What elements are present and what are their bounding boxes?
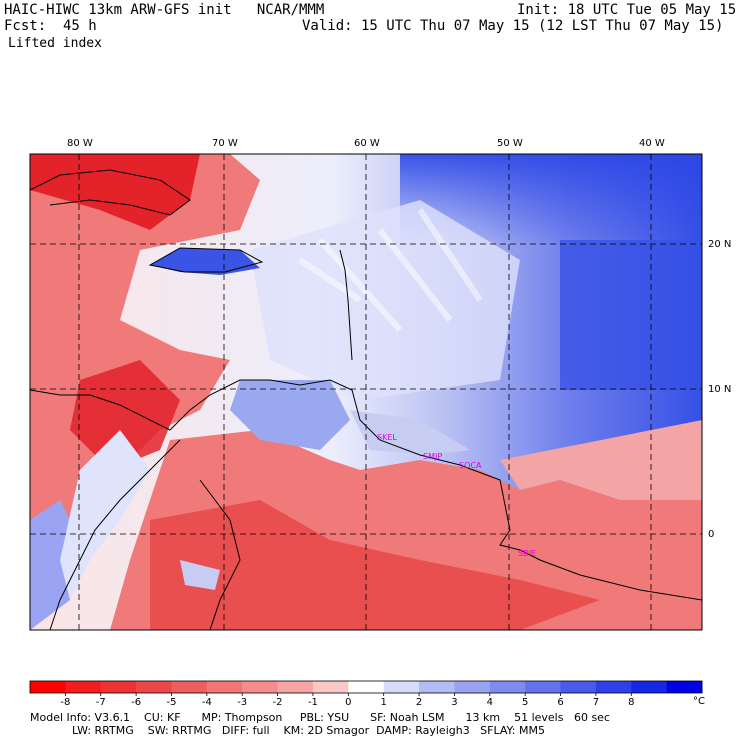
colorbar: -8 -7 -6 -5 -4 -3 -2 -1 0 1 2 3 4 5 6 7 8 xyxy=(29,680,703,708)
lon-label-70w: 70 W xyxy=(212,138,238,149)
colorbar-swatch xyxy=(30,681,66,693)
init-time: Init: 18 UTC Tue 05 May 15 xyxy=(517,2,737,18)
colorbar-tick-label: 5 xyxy=(522,697,528,708)
colorbar-swatch xyxy=(666,681,703,693)
map-frame xyxy=(29,153,703,631)
lon-label-50w: 50 W xyxy=(497,138,523,149)
lon-label-40w: 40 W xyxy=(639,138,665,149)
colorbar-tick-label: -7 xyxy=(96,697,106,708)
station-skel: SKEL xyxy=(377,433,397,442)
field-name: Lifted index xyxy=(8,36,102,51)
colorbar-swatch xyxy=(277,681,314,693)
colorbar-swatch xyxy=(489,681,526,693)
colorbar-swatch xyxy=(65,681,102,693)
colorbar-tick-label: 6 xyxy=(557,697,563,708)
colorbar-swatch xyxy=(206,681,243,693)
colorbar-tick-label: -6 xyxy=(131,697,141,708)
station-smjp: SMJP xyxy=(423,452,442,461)
lat-label-10n: 10 N xyxy=(708,384,731,395)
graticule xyxy=(30,154,702,630)
colorbar-tick-label: -4 xyxy=(202,697,212,708)
colorbar-swatch xyxy=(383,681,420,693)
colorbar-swatch xyxy=(136,681,172,693)
colorbar-tick-label: 8 xyxy=(628,697,634,708)
model-title: HAIC-HIWC 13km ARW-GFS init NCAR/MMM xyxy=(4,2,325,18)
colorbar-swatch xyxy=(560,681,597,693)
colorbar-tick-label: -1 xyxy=(308,697,318,708)
colorbar-tick-label: 1 xyxy=(380,697,386,708)
colorbar-tick-label: 3 xyxy=(451,697,457,708)
lon-label-80w: 80 W xyxy=(67,138,93,149)
valid-time: Valid: 15 UTC Thu 07 May 15 (12 LST Thu … xyxy=(302,18,724,34)
colorbar-frame xyxy=(29,680,703,694)
map-fill xyxy=(30,154,702,630)
colorbar-tick-label: -8 xyxy=(60,697,70,708)
colorbar-tick-label: -2 xyxy=(273,697,283,708)
colorbar-swatch xyxy=(525,681,562,693)
model-info-line1: Model Info: V3.6.1 CU: KF MP: Thompson P… xyxy=(30,711,610,724)
colorbar-tick-label: 7 xyxy=(593,697,599,708)
lon-label-60w: 60 W xyxy=(354,138,380,149)
model-info-line2: LW: RRTMG SW: RRTMG DIFF: full KM: 2D Sm… xyxy=(72,724,545,737)
colorbar-swatch xyxy=(242,681,279,693)
colorbar-tick-label: -5 xyxy=(166,697,176,708)
colorbar-swatch xyxy=(454,681,491,693)
colorbar-tick-label: -3 xyxy=(237,697,247,708)
colorbar-swatch xyxy=(312,681,349,693)
colorbar-swatch xyxy=(419,681,455,693)
coastlines xyxy=(30,169,702,630)
colorbar-swatch xyxy=(631,681,668,693)
station-sbie: SBIE xyxy=(518,549,536,558)
colorbar-swatch xyxy=(348,681,385,693)
colorbar-tick-label: 0 xyxy=(345,697,351,708)
forecast-hour: Fcst: 45 h xyxy=(4,18,97,34)
colorbar-tick-label: 4 xyxy=(487,697,493,708)
colorbar-tick-label: 2 xyxy=(416,697,422,708)
colorbar-unit: °C xyxy=(693,696,705,707)
lat-label-20n: 20 N xyxy=(708,239,731,250)
colorbar-swatch xyxy=(100,681,137,693)
colorbar-swatch xyxy=(595,681,632,693)
colorbar-swatch xyxy=(171,681,208,693)
station-soca: SOCA xyxy=(459,461,482,470)
lat-label-0: 0 xyxy=(708,529,714,540)
